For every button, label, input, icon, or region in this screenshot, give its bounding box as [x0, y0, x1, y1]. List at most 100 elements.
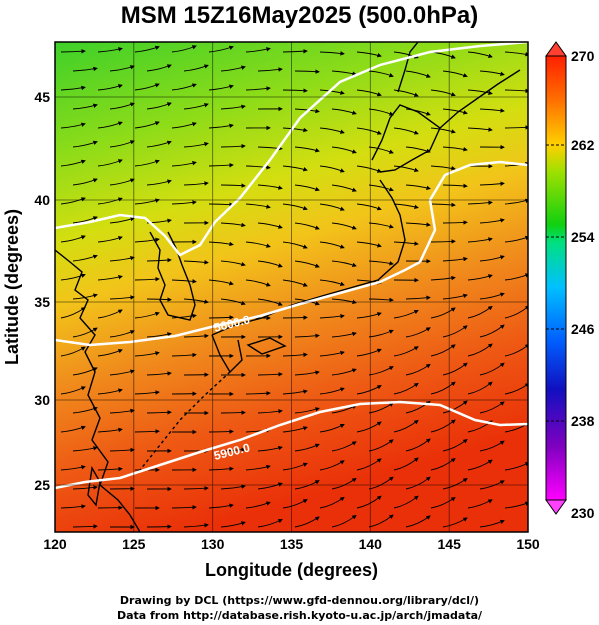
wind-streamline: [442, 146, 468, 152]
wind-streamline: [220, 298, 246, 306]
wind-streamline: [504, 235, 528, 243]
wind-streamline: [467, 127, 493, 132]
wind-streamline: [319, 424, 345, 433]
wind-streamline: [183, 333, 209, 339]
wind-streamline: [109, 408, 135, 414]
height-contours: [55, 42, 528, 490]
wind-streamline: [430, 165, 456, 171]
wind-streamline: [331, 108, 357, 115]
wind-streamline: [393, 165, 419, 172]
wind-streamline: [257, 260, 283, 268]
wind-streamline: [60, 235, 86, 243]
wind-streamline: [146, 179, 172, 186]
x-tick-label: 125: [122, 536, 146, 552]
wind-streamline: [257, 409, 283, 414]
wind-streamline: [405, 295, 431, 301]
wind-streamline: [60, 504, 86, 509]
map-plot-area: 5600.0 5900.0: [54, 41, 529, 533]
wind-streamline: [467, 51, 493, 58]
wind-streamline: [504, 501, 528, 509]
wind-streamline: [442, 108, 468, 115]
wind-streamline: [245, 279, 271, 287]
wind-streamline: [282, 462, 308, 471]
wind-streamline: [183, 523, 209, 528]
wind-streamline: [294, 184, 320, 192]
x-axis: 120 125 130 135 140 145 150 Longitude (d…: [43, 536, 540, 580]
coastline-china: [55, 249, 141, 532]
wind-streamline: [146, 297, 172, 302]
wind-streamline: [282, 48, 308, 54]
wind-streamline: [109, 102, 135, 110]
wind-streamline: [183, 64, 209, 72]
wind-streamline: [146, 410, 172, 415]
wind-streamline: [97, 275, 123, 281]
wind-streamline: [319, 350, 345, 357]
wind-streamline: [442, 517, 468, 528]
wind-streamline: [368, 366, 394, 376]
wind-streamline: [356, 165, 382, 173]
y-tick-label: 40: [34, 192, 50, 208]
wind-streamline: [208, 241, 234, 247]
wind-streamline: [60, 273, 86, 281]
wind-streamline: [109, 295, 135, 300]
coastline-korea: [149, 231, 196, 321]
wind-streamline: [467, 237, 493, 243]
wind-streamline: [405, 515, 431, 528]
wind-streamline: [146, 102, 172, 110]
coastline-taiwan: [87, 465, 101, 507]
wind-streamline: [60, 85, 86, 91]
wind-streamline: [183, 103, 209, 110]
wind-streamline: [393, 309, 419, 319]
wind-streamline: [430, 307, 456, 319]
wind-streamline: [282, 315, 308, 320]
wind-streamline: [356, 203, 382, 211]
wind-streamline: [60, 425, 86, 433]
x-tick-label: 135: [280, 536, 304, 552]
wind-streamline: [319, 314, 345, 319]
wind-streamline: [479, 218, 505, 224]
wind-streamline: [282, 279, 308, 287]
wind-streamline: [109, 178, 135, 186]
wind-streamline: [319, 241, 345, 249]
wind-streamline: [282, 426, 308, 433]
wind-streamline: [467, 459, 493, 471]
wind-streamline: [504, 51, 528, 57]
wind-streamline: [442, 220, 468, 225]
wind-streamline: [134, 311, 160, 319]
wind-streamline: [134, 390, 160, 395]
wind-streamline: [97, 427, 123, 433]
wind-streamline: [72, 103, 98, 110]
wind-streamline: [220, 104, 246, 110]
wind-streamline: [405, 438, 431, 452]
wind-streamline: [294, 370, 320, 376]
wind-streamline: [393, 346, 419, 357]
wind-streamline: [134, 276, 160, 282]
wind-streamline: [109, 217, 135, 224]
contour-east: [418, 160, 528, 263]
wind-streamline: [97, 236, 123, 243]
coastlines: [55, 42, 521, 532]
wind-streamline: [245, 501, 271, 509]
wind-streamline: [97, 121, 123, 129]
wind-streamline: [134, 45, 160, 53]
wind-streamline: [442, 293, 468, 300]
wind-streamline: [442, 183, 468, 189]
wind-streamline: [171, 313, 197, 319]
colorbar-label: 270: [571, 48, 595, 64]
wind-streamline: [479, 108, 505, 113]
wind-streamline: [479, 440, 505, 452]
wind-streamline: [146, 332, 172, 338]
wind-streamline: [294, 333, 320, 339]
wind-streamline: [319, 496, 345, 509]
wind-streamline: [467, 89, 493, 95]
credit-line-2: Data from http://database.rish.kyoto-u.a…: [116, 609, 483, 622]
wind-streamline: [405, 222, 431, 227]
wind-streamline: [72, 216, 98, 224]
wind-streamline: [257, 482, 283, 490]
wind-streamline: [208, 202, 234, 207]
colorbar-scale: [545, 55, 567, 501]
wind-streamline: [430, 89, 456, 97]
wind-streamline: [504, 88, 528, 94]
wind-streamline: [430, 275, 456, 281]
wind-streamline: [479, 480, 505, 490]
